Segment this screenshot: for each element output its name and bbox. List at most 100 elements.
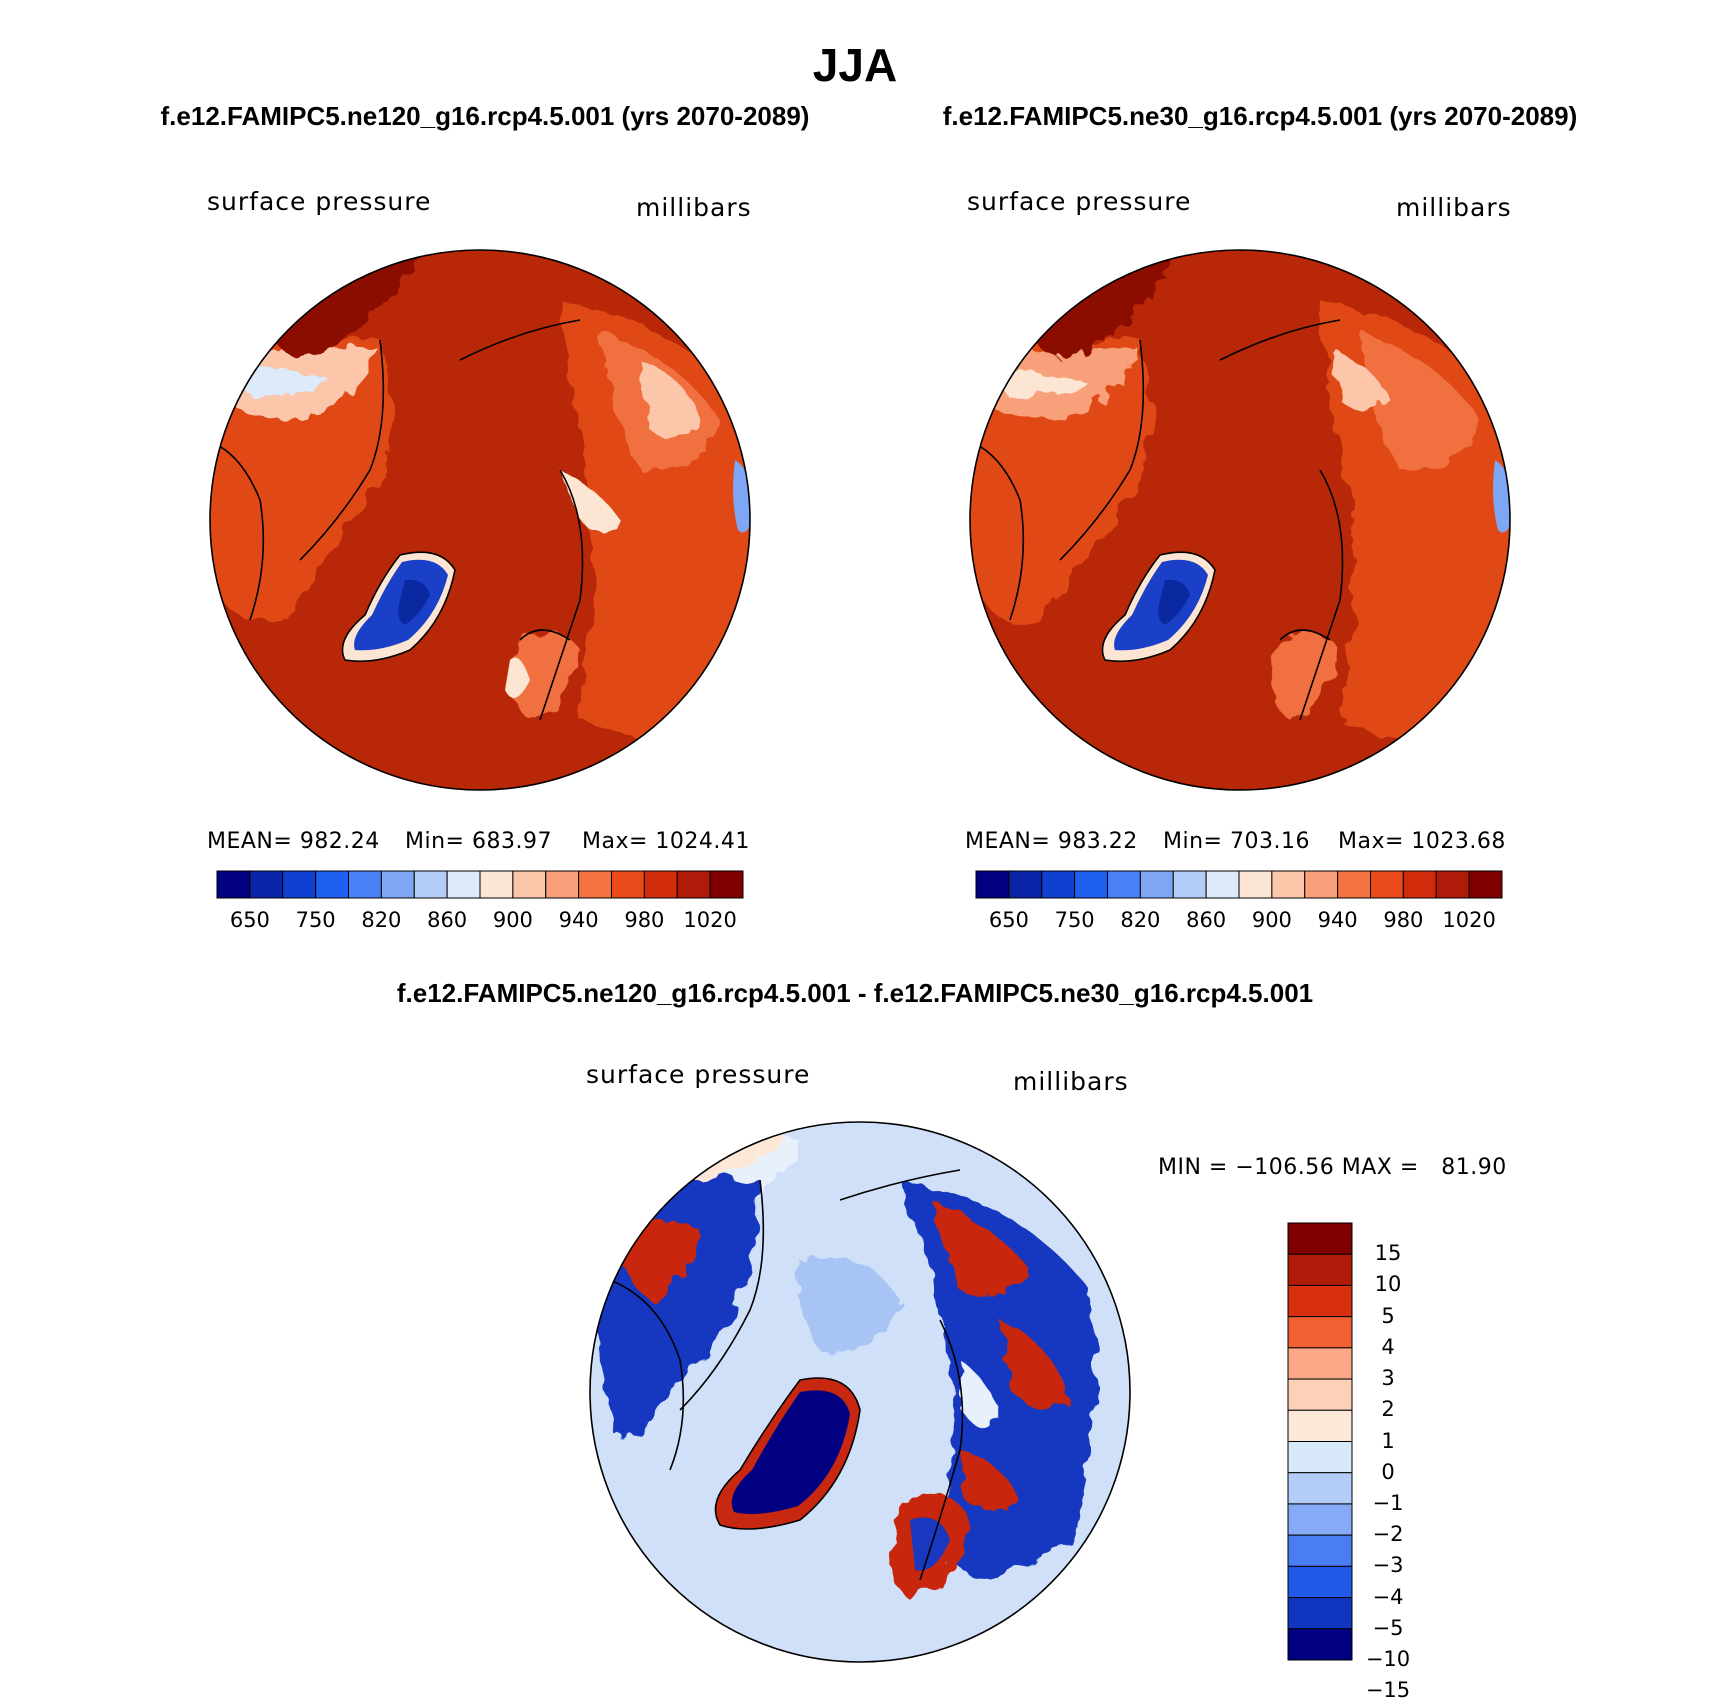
colorbar-tick-label: 5 [1381, 1303, 1395, 1328]
colorbar-tick-label: 750 [295, 908, 336, 932]
colorbar-tick-label: 0 [1381, 1459, 1395, 1484]
colorbar-swatch [1402, 870, 1437, 899]
colorbar-swatch [1287, 1534, 1353, 1567]
left-units-label: millibars [636, 193, 752, 222]
diff-map-eurasia [900, 1180, 1097, 1576]
diff-minmax-stat: MIN = −106.56 MAX = 81.90 [1158, 1155, 1507, 1180]
colorbar-swatch [1287, 1284, 1353, 1318]
colorbar-swatch [1074, 870, 1108, 899]
colorbar-tick-label: 2 [1381, 1397, 1395, 1422]
colorbar-swatch [1107, 870, 1141, 899]
colorbar-tick-label: 750 [1054, 908, 1095, 932]
colorbar-tick-label: −4 [1372, 1584, 1404, 1609]
colorbar-swatch [1287, 1565, 1353, 1599]
colorbar-tick-label: 860 [427, 908, 468, 932]
colorbar-swatch [1287, 1472, 1353, 1505]
colorbar-tick-label: −15 [1365, 1678, 1411, 1702]
colorbar-swatch [1370, 870, 1404, 899]
right-max-stat: Max= 1023.68 [1338, 829, 1506, 854]
colorbar-swatch [282, 870, 317, 899]
left-polar-map [210, 250, 750, 790]
left-variable-label: surface pressure [207, 187, 432, 216]
left-panel-case-title: f.e12.FAMIPC5.ne120_g16.rcp4.5.001 (yrs … [160, 101, 810, 131]
colorbar-tick-label: 820 [361, 908, 402, 932]
colorbar-swatch [1468, 870, 1503, 899]
colorbar-tick-label: 980 [624, 908, 665, 932]
figure-title: JJA [812, 39, 898, 91]
colorbar-tick-label: 650 [988, 908, 1029, 932]
colorbar-swatch [1008, 870, 1043, 899]
colorbar-swatch [1205, 870, 1240, 899]
colorbar-swatch [545, 870, 580, 899]
colorbar-tick-label: −10 [1365, 1647, 1411, 1671]
diff-map-outline [589, 1121, 1131, 1663]
colorbar-swatch [1287, 1441, 1353, 1474]
left-min-stat: Min= 683.97 [405, 829, 552, 854]
colorbar-swatch [315, 870, 349, 899]
colorbar-swatch [1287, 1347, 1353, 1380]
left-map-outline [209, 249, 751, 791]
colorbar-tick-label: −1 [1372, 1490, 1404, 1515]
colorbar-tick-label: 1 [1381, 1428, 1395, 1453]
colorbar-swatch [1287, 1253, 1353, 1286]
colorbar-tick-label: 900 [492, 908, 533, 932]
colorbar-swatch [1287, 1316, 1353, 1349]
colorbar-swatch [1271, 870, 1306, 899]
right-map-eurasia [1320, 300, 1510, 736]
right-variable-label: surface pressure [967, 187, 1192, 216]
diff-units-label: millibars [1013, 1067, 1129, 1096]
colorbar-tick-label: 860 [1186, 908, 1227, 932]
right-polar-map [970, 250, 1510, 790]
difference-panel-title: f.e12.FAMIPC5.ne120_g16.rcp4.5.001 - f.e… [396, 978, 1314, 1008]
colorbar-tick-label: 1020 [683, 908, 737, 932]
colorbar-swatch [249, 870, 284, 899]
colorbar-tick-label: 940 [1317, 908, 1358, 932]
colorbar-swatch [1287, 1378, 1353, 1411]
left-colorbar [216, 870, 744, 899]
colorbar-tick-label: −5 [1372, 1615, 1404, 1640]
colorbar-tick-label: −3 [1372, 1553, 1404, 1578]
colorbar-tick-label: 1020 [1442, 908, 1496, 932]
colorbar-tick-label: −2 [1372, 1522, 1404, 1547]
colorbar-tick-label: 900 [1251, 908, 1292, 932]
left-map-eurasia [560, 300, 750, 736]
colorbar-tick-label: 820 [1120, 908, 1161, 932]
colorbar-swatch [1304, 870, 1339, 899]
colorbar-swatch [1287, 1503, 1353, 1536]
figure-graphics [209, 249, 1511, 1663]
colorbar-swatch [1238, 870, 1273, 899]
colorbar-swatch [1172, 870, 1207, 899]
colorbar-swatch [611, 870, 645, 899]
colorbar-tick-label: 10 [1374, 1272, 1402, 1297]
colorbar-swatch [1435, 870, 1470, 899]
colorbar-swatch [1287, 1409, 1353, 1443]
left-max-stat: Max= 1024.41 [582, 829, 750, 854]
colorbar-swatch [413, 870, 448, 899]
right-mean-stat: MEAN= 983.22 [965, 829, 1138, 854]
colorbar-swatch [380, 870, 415, 899]
diff-variable-label: surface pressure [586, 1060, 811, 1089]
colorbar-tick-label: 4 [1381, 1334, 1395, 1359]
colorbar-swatch [709, 870, 744, 899]
colorbar-tick-label: 980 [1383, 908, 1424, 932]
difference-polar-map [590, 1122, 1130, 1662]
colorbar-tick-label: 15 [1374, 1241, 1402, 1266]
colorbar-tick-label: 940 [558, 908, 599, 932]
diff-colorbar [1287, 1222, 1353, 1661]
colorbar-swatch [348, 870, 382, 899]
colorbar-swatch [1139, 870, 1174, 899]
colorbar-swatch [1337, 870, 1371, 899]
colorbar-swatch [446, 870, 481, 899]
colorbar-swatch [512, 870, 547, 899]
colorbar-swatch [578, 870, 612, 899]
right-units-label: millibars [1396, 193, 1512, 222]
colorbar-tick-label: 650 [229, 908, 270, 932]
colorbar-swatch [643, 870, 678, 899]
colorbar-swatch [1287, 1222, 1353, 1255]
right-panel-case-title: f.e12.FAMIPC5.ne30_g16.rcp4.5.001 (yrs 2… [942, 101, 1578, 131]
colorbar-swatch [1287, 1597, 1353, 1630]
colorbar-swatch [676, 870, 711, 899]
colorbar-tick-label: 3 [1381, 1366, 1395, 1391]
colorbar-swatch [216, 870, 251, 899]
right-min-stat: Min= 703.16 [1163, 829, 1310, 854]
